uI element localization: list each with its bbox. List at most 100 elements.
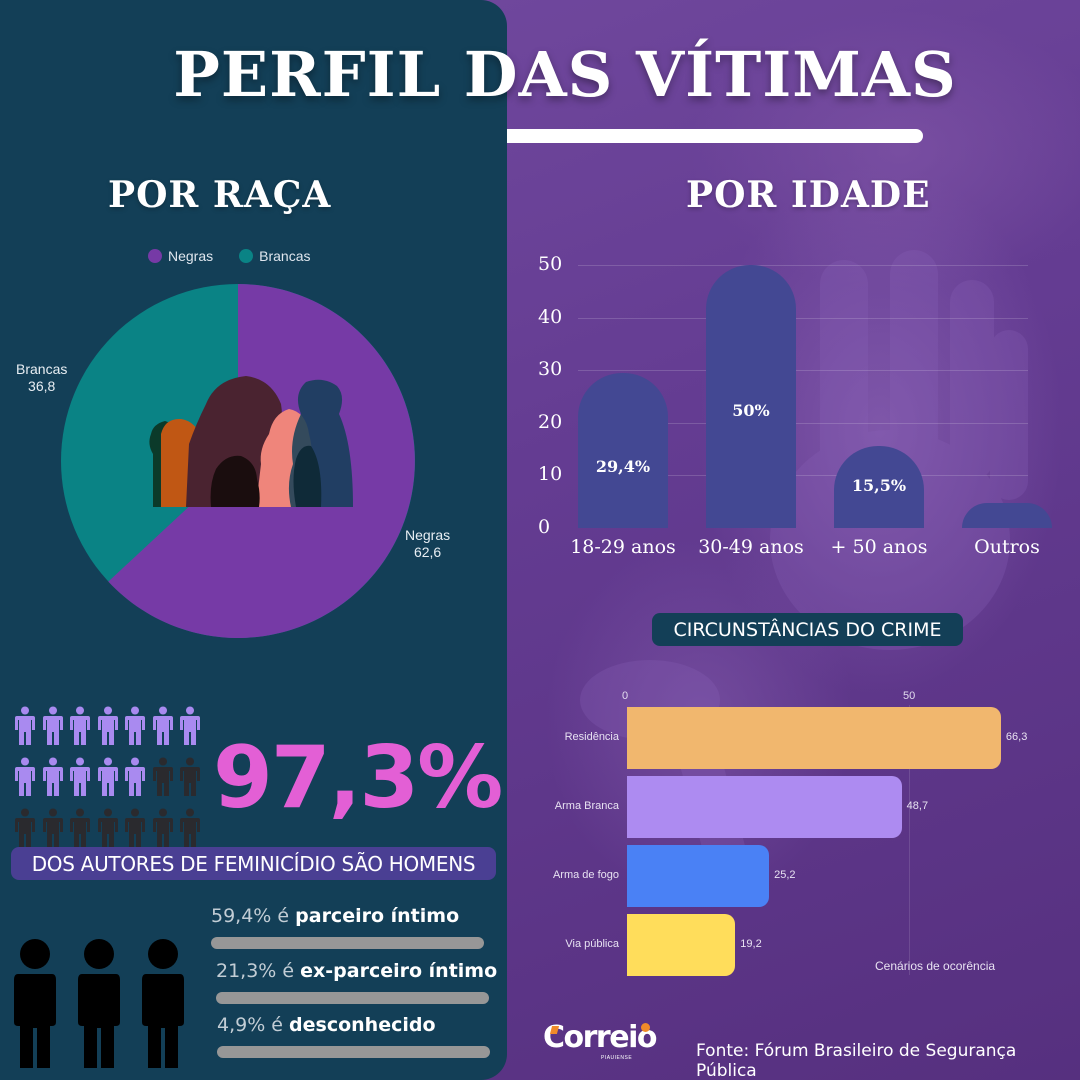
age-bar: 15,5% (834, 446, 924, 528)
age-grid-line (578, 317, 1028, 319)
legend-item-brancas: Brancas (239, 248, 311, 264)
circumstance-bar (627, 776, 902, 838)
age-grid-line (578, 422, 1028, 424)
race-section-title: POR RAÇA (108, 174, 332, 216)
circumstance-value: 66,3 (1005, 731, 1028, 743)
age-bar-value: 50% (732, 401, 770, 420)
age-y-tick: 0 (538, 516, 551, 538)
person-icon (152, 757, 180, 802)
relationship-label: ex-parceiro íntimo (300, 960, 498, 982)
person-icon (179, 757, 207, 802)
age-grid-line (578, 265, 1028, 266)
age-category-label: Outros (974, 536, 1040, 558)
age-grid-line (578, 370, 1028, 372)
person-icon (69, 706, 97, 751)
age-y-tick: 50 (538, 253, 563, 275)
pie-label-name: Negras (405, 527, 451, 543)
legend-label: Brancas (259, 248, 311, 264)
relationship-value: 4,9% é (217, 1014, 290, 1036)
age-bar-chart: 0 10 20 30 40 50 29,4% 18-29 anos 50% 30-49 anos 1… (530, 240, 1080, 580)
circumstance-value: 25,2 (774, 869, 796, 881)
pie-label-name: Brancas (16, 361, 68, 377)
authors-percent: 97,3% (213, 728, 503, 828)
person-icon (97, 808, 125, 853)
race-legend: Negras Brancas (148, 248, 311, 264)
age-bar: 29,4% (578, 373, 668, 528)
man-icon (142, 939, 184, 1068)
age-y-tick: 30 (538, 358, 563, 381)
circumstance-label: Arma Branca (554, 800, 619, 812)
man-icon (78, 939, 120, 1068)
person-icon (124, 757, 152, 802)
person-icon (14, 706, 42, 751)
person-icon (97, 706, 125, 751)
relationship-value: 21,3% é (216, 960, 301, 982)
person-icon (69, 808, 97, 853)
relationship-bar (211, 937, 484, 949)
person-icon (42, 757, 70, 802)
legend-label: Negras (168, 248, 214, 264)
women-silhouettes-icon (149, 376, 353, 507)
circumstances-caption: Cenários de ocorência (875, 959, 996, 973)
age-category-label: + 50 anos (830, 536, 928, 558)
age-bar-value: 29,4% (595, 457, 651, 477)
circ-grid-line (909, 705, 910, 975)
page-title: PERFIL DAS VÍTIMAS (173, 38, 957, 111)
authors-banner: DOS AUTORES DE FEMINICÍDIO SÃO HOMENS (11, 847, 496, 880)
circumstance-value: 19,2 (740, 938, 762, 950)
person-icon (14, 808, 42, 853)
relationship-label: parceiro íntimo (295, 905, 460, 927)
pie-label-value: 62,6 (413, 544, 442, 560)
age-y-tick: 40 (538, 305, 563, 328)
pie-label-brancas: Brancas 36,8 (16, 361, 67, 395)
person-icon (124, 706, 152, 751)
person-icon (42, 706, 70, 751)
legend-dot-negras (148, 249, 162, 263)
age-section-title: POR IDADE (686, 174, 931, 216)
person-icon (124, 808, 152, 853)
man-icon (14, 939, 56, 1068)
pie-label-negras: Negras 62,6 (405, 527, 450, 561)
logo-dot-icon (641, 1023, 650, 1032)
circumstance-bar (627, 707, 1001, 769)
person-icon (152, 706, 180, 751)
circumstance-label: Via pública (565, 938, 619, 950)
men-silhouettes (12, 938, 186, 1070)
relationship-item-partner: 59,4% é parceiro íntimo (211, 905, 501, 949)
legend-dot-brancas (239, 249, 254, 263)
age-bar: 50% (706, 265, 796, 528)
person-icon (14, 757, 42, 802)
age-category-label: 18-29 anos (570, 536, 676, 558)
authors-people-grid (14, 706, 204, 853)
circumstance-label: Residência (564, 731, 619, 743)
relationship-item-unknown: 4,9% é desconhecido (217, 1014, 507, 1058)
person-icon (179, 706, 207, 751)
age-y-tick: 10 (538, 463, 563, 486)
logo-subtitle: PIAUIENSE (601, 1055, 633, 1061)
relationship-bar (217, 1046, 490, 1058)
relationship-value: 59,4% é (211, 905, 296, 927)
age-grid-line (578, 475, 1028, 477)
circumstance-bar (627, 845, 770, 907)
age-y-tick: 20 (538, 410, 563, 433)
circumstances-title: CIRCUNSTÂNCIAS DO CRIME (652, 613, 963, 646)
legend-item-negras: Negras (148, 248, 213, 264)
pie-label-value: 36,8 (28, 378, 56, 394)
age-bar (962, 502, 1052, 528)
circ-axis-tick: 50 (903, 690, 916, 702)
person-icon (97, 757, 125, 802)
relationship-bar (216, 992, 489, 1004)
circumstance-value: 48,7 (906, 800, 929, 812)
person-icon (152, 808, 180, 853)
age-category-label: 30-49 anos (698, 536, 804, 558)
person-icon (69, 757, 97, 802)
circumstance-label: Arma de fogo (552, 869, 619, 881)
race-pie-chart (61, 284, 415, 638)
circumstance-bar (627, 914, 736, 976)
correio-logo: Correio PIAUIENSE (543, 1020, 668, 1061)
age-bar-value: 15,5% (851, 476, 907, 496)
relationship-label: desconhecido (289, 1014, 436, 1036)
source-text: Fonte: Fórum Brasileiro de Segurança Púb… (696, 1041, 1017, 1080)
person-icon (179, 808, 207, 853)
person-icon (42, 808, 70, 853)
